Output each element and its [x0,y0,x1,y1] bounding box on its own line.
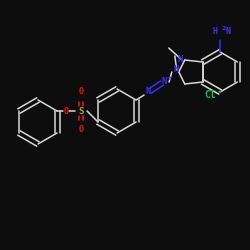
Text: -: - [218,87,222,97]
Text: Cl: Cl [204,90,216,100]
Text: O: O [78,88,84,96]
Text: N: N [177,54,182,64]
Text: O: O [64,106,68,116]
Text: 2: 2 [221,26,226,31]
Text: +: + [166,75,172,81]
Text: N: N [146,88,151,96]
Text: N: N [162,78,167,86]
Text: S: S [78,106,84,116]
Text: H: H [212,26,217,36]
Text: O: O [78,126,84,134]
Text: N: N [225,26,230,36]
Text: N: N [173,66,178,74]
